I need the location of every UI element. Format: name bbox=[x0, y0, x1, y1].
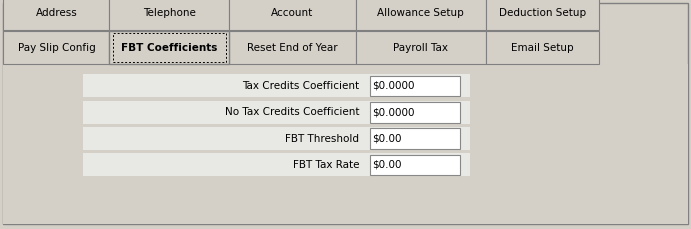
Bar bbox=[370, 128, 460, 149]
Text: Tax Credits Coefficient: Tax Credits Coefficient bbox=[242, 81, 359, 91]
Text: Account: Account bbox=[272, 8, 314, 18]
Text: Email Setup: Email Setup bbox=[511, 43, 574, 52]
Bar bbox=[356, 31, 486, 64]
Bar bbox=[3, 0, 109, 30]
Bar bbox=[109, 31, 229, 64]
Bar bbox=[3, 31, 109, 64]
Bar bbox=[356, 0, 486, 30]
Bar bbox=[83, 153, 470, 176]
Text: Payroll Tax: Payroll Tax bbox=[393, 43, 448, 52]
Text: No Tax Credits Coefficient: No Tax Credits Coefficient bbox=[225, 107, 359, 117]
Bar bbox=[83, 127, 470, 150]
Text: FBT Tax Rate: FBT Tax Rate bbox=[293, 160, 359, 170]
Text: $0.0000: $0.0000 bbox=[372, 107, 415, 117]
Bar bbox=[109, 0, 229, 30]
Text: $0.0000: $0.0000 bbox=[372, 81, 415, 91]
Bar bbox=[370, 76, 460, 96]
Bar bbox=[486, 0, 598, 30]
Text: $0.00: $0.00 bbox=[372, 134, 402, 144]
Text: FBT Coefficients: FBT Coefficients bbox=[121, 43, 218, 52]
Bar bbox=[83, 101, 470, 124]
Bar bbox=[229, 0, 356, 30]
Bar bbox=[113, 33, 226, 62]
Text: Deduction Setup: Deduction Setup bbox=[499, 8, 586, 18]
Bar bbox=[3, 64, 688, 224]
Bar bbox=[370, 155, 460, 175]
Text: Reset End of Year: Reset End of Year bbox=[247, 43, 338, 52]
Text: Telephone: Telephone bbox=[143, 8, 196, 18]
Bar bbox=[229, 31, 356, 64]
Bar bbox=[370, 102, 460, 123]
Text: Allowance Setup: Allowance Setup bbox=[377, 8, 464, 18]
Text: $0.00: $0.00 bbox=[372, 160, 402, 170]
Text: Pay Slip Config: Pay Slip Config bbox=[17, 43, 95, 52]
Bar bbox=[83, 74, 470, 97]
Text: Address: Address bbox=[36, 8, 77, 18]
Text: FBT Threshold: FBT Threshold bbox=[285, 134, 359, 144]
Bar bbox=[486, 31, 598, 64]
